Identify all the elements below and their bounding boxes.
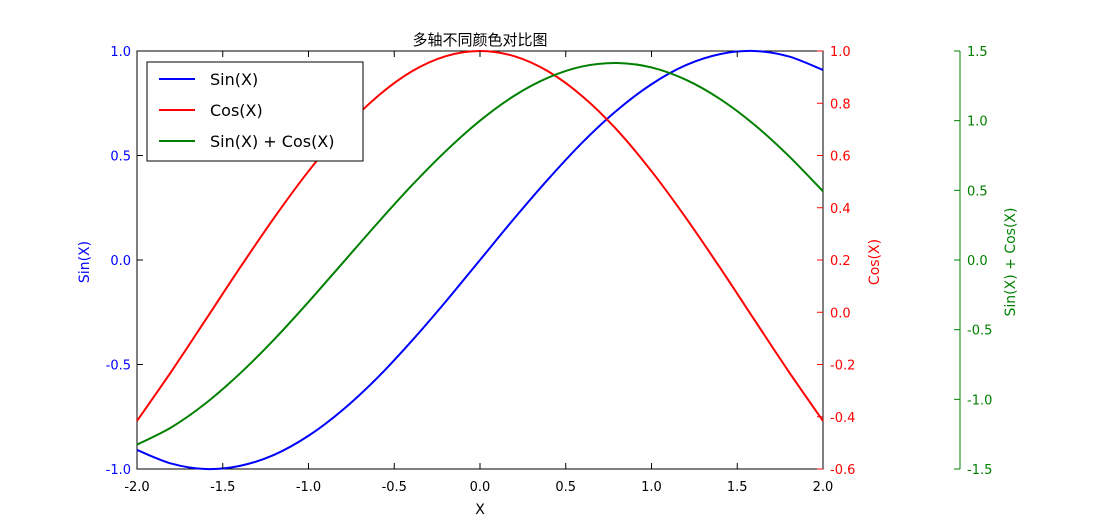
cos-y-axis-title: Cos(X) xyxy=(867,239,883,285)
legend: Sin(X) Cos(X) Sin(X) + Cos(X) xyxy=(146,61,364,162)
series-line-sin xyxy=(136,49,824,471)
sin-y-tick-label: 0.5 xyxy=(110,150,131,165)
sum-y-tick-label: 0.5 xyxy=(967,184,988,199)
x-axis-title: X xyxy=(475,502,485,518)
x-tick-label: -1.0 xyxy=(296,480,321,495)
sum-y-tick-label: -0.5 xyxy=(967,324,992,339)
cos-y-tick-label: -0.6 xyxy=(830,463,855,478)
chart-title: 多轴不同颜色对比图 xyxy=(412,31,547,49)
left-y-axis-title: Sin(X) xyxy=(77,241,93,283)
x-tick-label: 0.5 xyxy=(555,480,576,495)
x-axis: -2.0 -1.5 -1.0 -0.5 0.0 0.5 1.0 1.5 2.0 xyxy=(124,51,833,495)
sum-y-tick-label: 1.5 xyxy=(967,45,988,60)
cos-y-tick-label: 0.6 xyxy=(830,150,851,165)
sin-y-tick-label: 0.0 xyxy=(110,254,131,269)
cos-y-tick-label: 0.8 xyxy=(830,97,851,112)
legend-label-cos: Cos(X) xyxy=(210,101,263,120)
x-tick-label: -1.5 xyxy=(210,480,235,495)
x-tick-label: 0.0 xyxy=(470,480,491,495)
cos-y-tick-label: -0.2 xyxy=(830,359,855,374)
x-tick-label: 1.5 xyxy=(727,480,748,495)
cos-y-tick-label: 0.0 xyxy=(830,306,851,321)
sum-y-tick-label: 0.0 xyxy=(967,254,988,269)
cos-y-tick-label: 0.4 xyxy=(830,202,851,217)
sin-y-tick-label: -1.0 xyxy=(106,463,131,478)
sum-y-tick-label: -1.0 xyxy=(967,393,992,408)
cos-y-tick-label: 0.2 xyxy=(830,254,851,269)
sin-y-tick-label: -0.5 xyxy=(106,359,131,374)
cos-y-tick-label: -0.4 xyxy=(830,411,855,426)
sum-y-tick-label: -1.5 xyxy=(967,463,992,478)
legend-label-sin: Sin(X) xyxy=(210,70,258,89)
cos-y-tick-label: 1.0 xyxy=(830,45,851,60)
sum-y-axis-title: Sin(X) + Cos(X) xyxy=(1003,208,1019,317)
sum-y-axis: -1.5 -1.0 -0.5 0.0 0.5 1.0 1.5 xyxy=(954,45,992,478)
sin-y-tick-label: 1.0 xyxy=(110,45,131,60)
legend-label-sum: Sin(X) + Cos(X) xyxy=(210,132,335,151)
x-tick-label: -2.0 xyxy=(124,480,149,495)
sum-y-tick-label: 1.0 xyxy=(967,115,988,130)
x-tick-label: -0.5 xyxy=(382,480,407,495)
cos-y-axis: -0.6 -0.4 -0.2 0.0 0.2 0.4 0.6 0.8 1.0 xyxy=(817,45,855,478)
x-tick-label: 1.0 xyxy=(641,480,662,495)
left-y-axis: -1.0 -0.5 0.0 0.5 1.0 xyxy=(106,45,143,478)
series-line-sum xyxy=(136,61,824,446)
x-tick-label: 2.0 xyxy=(813,480,834,495)
